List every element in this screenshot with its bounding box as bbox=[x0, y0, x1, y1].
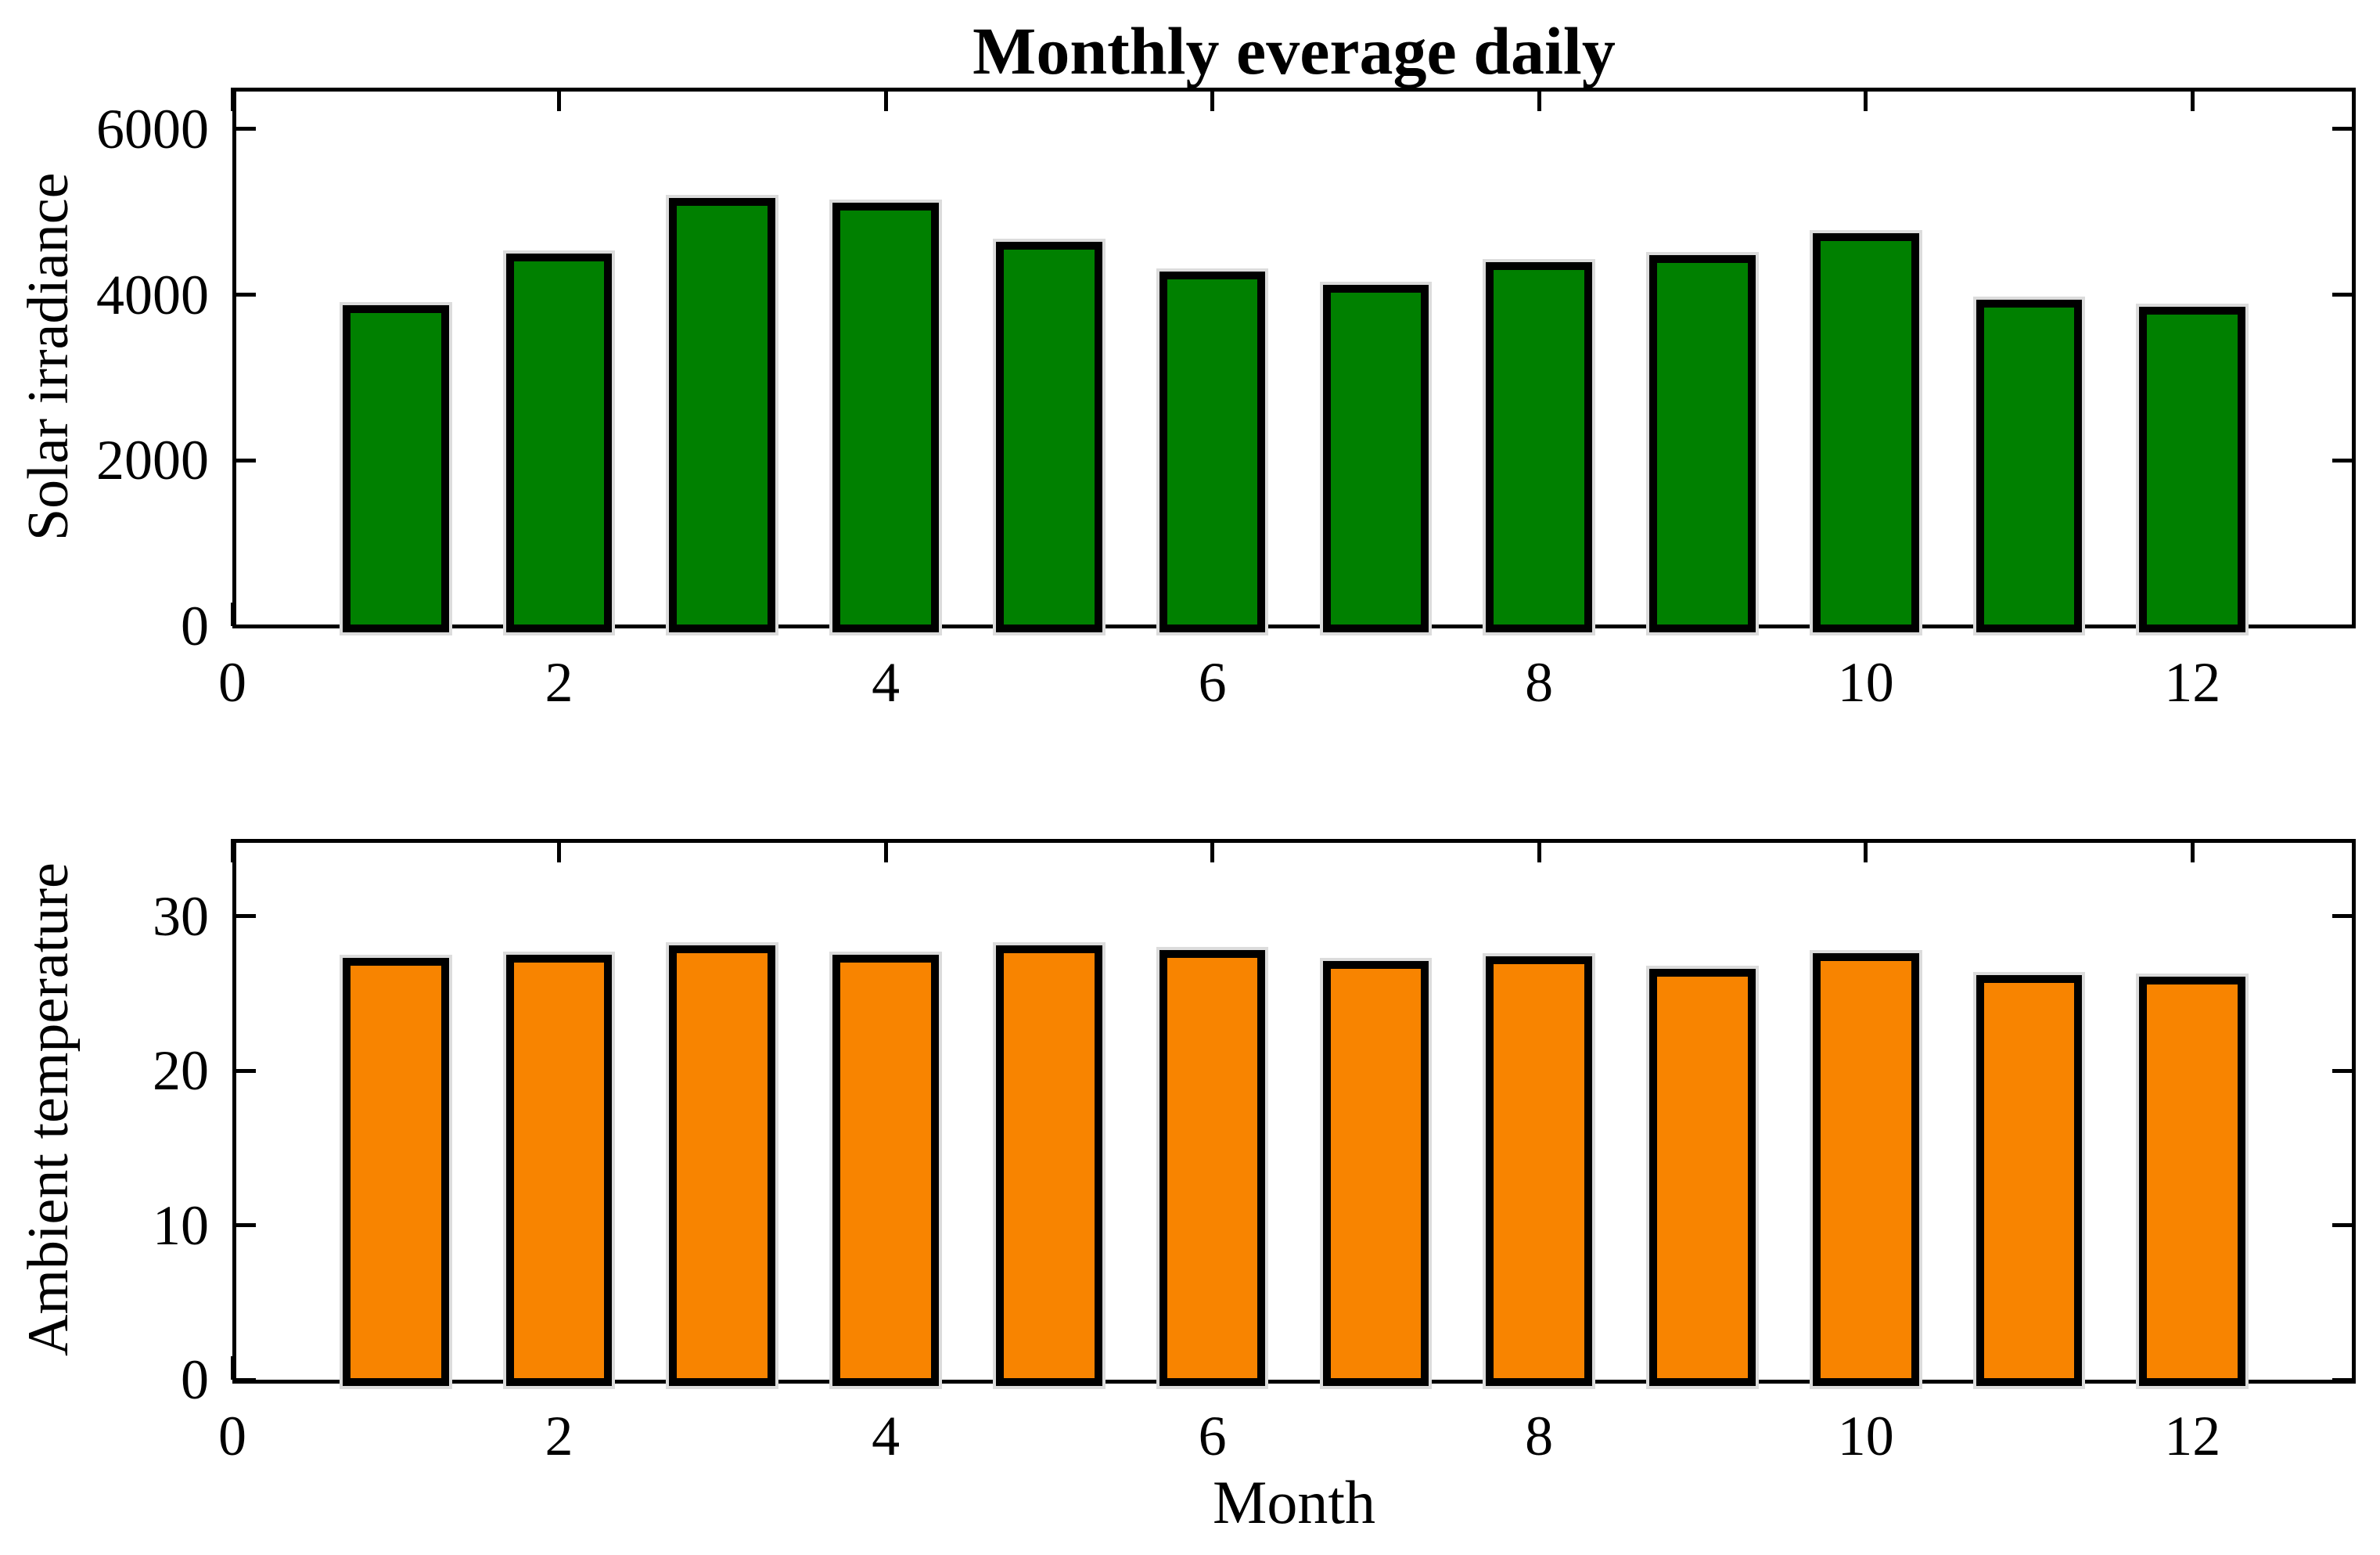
tick-mark bbox=[1210, 839, 1215, 862]
x-tick-label: 4 bbox=[872, 651, 901, 714]
y-axis-label-solar-irradiance: Solar irradiance bbox=[16, 172, 81, 542]
bar-month-1 bbox=[342, 305, 449, 632]
tick-mark bbox=[883, 839, 888, 862]
x-tick-label: 10 bbox=[1837, 1405, 1894, 1467]
bar-month-1 bbox=[342, 958, 449, 1386]
tick-mark bbox=[232, 293, 256, 297]
y-tick-label: 4000 bbox=[96, 263, 209, 326]
x-tick-label: 4 bbox=[872, 1405, 901, 1467]
bar-month-8 bbox=[1486, 262, 1592, 632]
bar-month-10 bbox=[1812, 953, 1919, 1386]
x-axis-label-month: Month bbox=[1212, 1468, 1376, 1536]
tick-mark bbox=[2332, 127, 2356, 131]
x-tick-label: 8 bbox=[1525, 1405, 1554, 1467]
solar-irradiance-plot-box bbox=[232, 88, 2356, 628]
bar-month-2 bbox=[505, 253, 613, 632]
bar-month-4 bbox=[832, 203, 939, 632]
bar-month-5 bbox=[995, 945, 1102, 1386]
tick-mark bbox=[2190, 839, 2195, 862]
tick-mark bbox=[2332, 914, 2356, 919]
tick-mark bbox=[232, 127, 256, 131]
bar-month-11 bbox=[1976, 974, 2083, 1386]
tick-mark bbox=[1537, 839, 1541, 862]
x-tick-label: 0 bbox=[218, 1405, 246, 1467]
bar-month-5 bbox=[995, 241, 1102, 632]
tick-mark bbox=[232, 1223, 256, 1228]
x-tick-label: 2 bbox=[545, 651, 573, 714]
bar-month-10 bbox=[1812, 233, 1919, 632]
x-tick-label: 0 bbox=[218, 651, 246, 714]
tick-mark bbox=[232, 458, 256, 463]
tick-mark bbox=[232, 624, 256, 628]
tick-mark bbox=[2190, 88, 2195, 111]
y-tick-label: 2000 bbox=[96, 429, 209, 492]
tick-mark bbox=[232, 1068, 256, 1073]
tick-mark bbox=[883, 88, 888, 111]
bar-month-12 bbox=[2139, 307, 2246, 632]
y-tick-label: 6000 bbox=[96, 97, 209, 160]
tick-mark bbox=[232, 914, 256, 919]
tick-mark bbox=[230, 88, 235, 111]
tick-mark bbox=[1864, 88, 1868, 111]
x-tick-label: 12 bbox=[2164, 651, 2221, 714]
bar-month-7 bbox=[1322, 960, 1429, 1386]
bar-month-7 bbox=[1322, 284, 1429, 632]
y-tick-label: 0 bbox=[181, 1348, 209, 1411]
bar-month-3 bbox=[669, 197, 776, 632]
x-tick-label: 6 bbox=[1198, 1405, 1227, 1467]
tick-mark bbox=[1210, 88, 1215, 111]
bar-month-12 bbox=[2139, 976, 2246, 1386]
tick-mark bbox=[230, 839, 235, 862]
x-tick-label: 12 bbox=[2164, 1405, 2221, 1467]
tick-mark bbox=[557, 839, 562, 862]
tick-mark bbox=[1537, 88, 1541, 111]
bar-month-8 bbox=[1486, 956, 1592, 1386]
y-tick-label: 30 bbox=[153, 884, 209, 948]
chart-title: Monthly everage daily bbox=[972, 13, 1616, 88]
tick-mark bbox=[232, 1377, 256, 1382]
x-tick-label: 8 bbox=[1525, 651, 1554, 714]
tick-mark bbox=[230, 1356, 235, 1380]
bar-month-9 bbox=[1649, 254, 1756, 632]
bar-month-6 bbox=[1159, 271, 1266, 632]
bar-month-2 bbox=[505, 955, 613, 1386]
tick-mark bbox=[2332, 1068, 2356, 1073]
y-tick-label: 10 bbox=[153, 1193, 209, 1257]
x-tick-label: 10 bbox=[1837, 651, 1894, 714]
x-tick-label: 6 bbox=[1198, 651, 1227, 714]
tick-mark bbox=[2332, 1223, 2356, 1228]
tick-mark bbox=[2332, 293, 2356, 297]
tick-mark bbox=[1864, 839, 1868, 862]
tick-mark bbox=[230, 603, 235, 626]
y-tick-label: 0 bbox=[181, 595, 209, 657]
bar-month-9 bbox=[1649, 968, 1756, 1386]
y-tick-label: 20 bbox=[153, 1039, 209, 1103]
tick-mark bbox=[2332, 1377, 2356, 1382]
x-tick-label: 2 bbox=[545, 1405, 573, 1467]
tick-mark bbox=[2332, 458, 2356, 463]
ambient-temperature-plot-box bbox=[232, 839, 2356, 1384]
bar-month-4 bbox=[832, 955, 939, 1386]
bar-month-6 bbox=[1159, 950, 1266, 1386]
tick-mark bbox=[2332, 624, 2356, 628]
bar-month-3 bbox=[669, 945, 776, 1386]
tick-mark bbox=[557, 88, 562, 111]
bar-month-11 bbox=[1976, 299, 2083, 632]
